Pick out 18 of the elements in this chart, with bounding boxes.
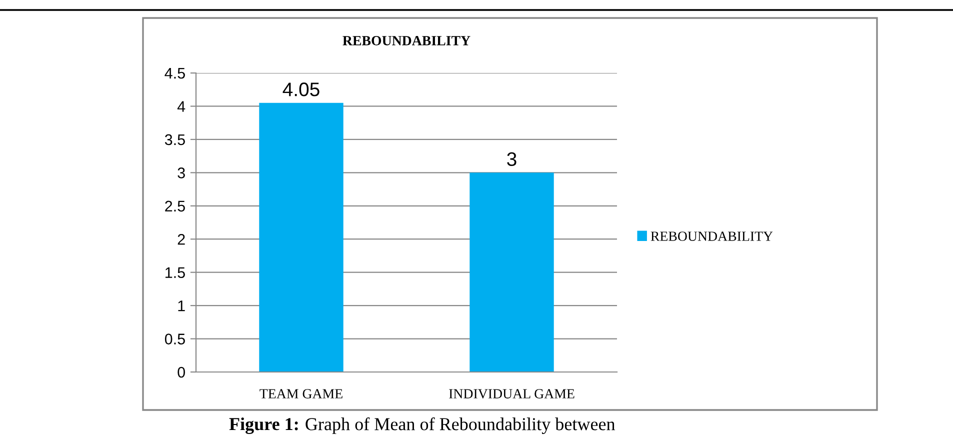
y-tick-label: 4 [177,101,186,112]
caption: Figure 1: [229,417,298,434]
y-tick-label: 0.5 [164,334,185,344]
text: Graph of Mean of Reboundability between [306,417,616,434]
y-tick-label: 3.5 [164,134,185,146]
y-tick-label: 4.5 [164,68,185,79]
legend-label: REBOUNDABILITY [650,232,773,241]
y-tick-label: 3 [178,168,185,178]
y-tick-label: 1.5 [166,267,185,278]
data-label: 3 [507,152,516,166]
y-tick-label: 1 [178,300,185,312]
x-tick-label: INDIVIDUAL GAME [449,389,574,399]
chart-title: REBOUNDABILITY [342,36,470,46]
x-tick-label: TEAM GAME [260,389,342,398]
y-tick-label: 2 [178,234,185,245]
y-tick-label: 0 [178,366,185,378]
data-label: 4.05 [282,82,320,96]
y-tick-label: 2.5 [165,200,185,212]
